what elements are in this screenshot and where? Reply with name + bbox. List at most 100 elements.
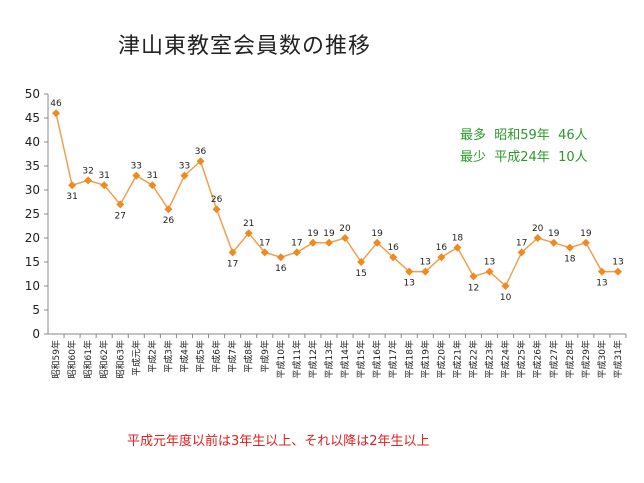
x-tick-label: 平成15年 [355, 340, 367, 378]
data-label: 13 [612, 258, 623, 268]
data-point [292, 248, 301, 257]
x-tick-label: 平成24年 [500, 340, 512, 378]
data-point [228, 248, 237, 257]
x-tick-label: 平成18年 [403, 340, 415, 378]
data-points [52, 109, 622, 290]
x-tick-label: 昭和61年 [82, 340, 94, 378]
data-label: 21 [243, 219, 254, 229]
y-tick-label: 10 [25, 279, 40, 293]
data-label: 10 [500, 293, 512, 303]
data-point [453, 243, 462, 252]
data-point [485, 267, 494, 276]
x-tick-label: 平成10年 [275, 340, 287, 378]
data-label: 19 [323, 229, 335, 239]
data-label: 16 [275, 264, 287, 274]
data-label: 19 [548, 229, 560, 239]
data-label: 20 [532, 224, 544, 234]
data-point [357, 258, 366, 266]
series-polyline [55, 113, 618, 288]
y-tick-label: 0 [32, 327, 40, 341]
data-point [196, 157, 205, 166]
data-label: 13 [420, 258, 431, 268]
y-tick-label: 30 [25, 183, 40, 197]
data-label: 19 [371, 229, 383, 239]
data-label: 26 [211, 195, 223, 205]
data-label: 19 [307, 229, 319, 239]
data-label: 13 [404, 279, 415, 289]
chart-title: 津山東教室会員数の推移 [118, 34, 372, 59]
data-point [148, 181, 157, 190]
x-tick-label: 平成2年 [146, 340, 158, 373]
x-tick-label: 平成29年 [580, 340, 592, 378]
x-tick-label: 平成31年 [612, 340, 624, 378]
y-tick-label: 40 [25, 135, 40, 149]
data-label: 31 [98, 171, 109, 181]
data-point [549, 238, 558, 247]
y-tick-label: 5 [32, 303, 40, 317]
data-point [308, 238, 317, 247]
x-tick-label: 平成6年 [211, 340, 223, 373]
x-tick-label: 平成30年 [596, 340, 608, 378]
data-point [116, 200, 125, 209]
x-tick-label: 平成9年 [259, 340, 271, 373]
data-label: 13 [596, 279, 607, 289]
data-point [52, 109, 61, 118]
data-label: 17 [291, 238, 302, 248]
footnote: 平成元年度以前は3年生以上、それ以降は2年生以上 [127, 434, 430, 449]
data-label: 18 [452, 234, 464, 244]
data-point [132, 171, 141, 180]
x-tick-label: 平成20年 [435, 340, 447, 378]
data-label: 33 [179, 162, 190, 172]
data-label: 13 [484, 258, 495, 268]
data-label: 12 [468, 283, 479, 293]
data-label: 46 [50, 99, 62, 109]
x-tick-label: 平成26年 [532, 340, 544, 378]
data-label: 27 [115, 211, 126, 221]
x-tick-label: 平成23年 [484, 340, 496, 378]
data-label: 36 [195, 147, 207, 157]
data-point [469, 272, 478, 281]
data-point [180, 171, 189, 180]
data-label: 32 [82, 166, 93, 176]
axes [44, 93, 627, 338]
data-point [389, 253, 398, 262]
data-point [84, 176, 93, 185]
data-label: 17 [259, 238, 270, 248]
y-tick-label: 45 [25, 111, 40, 125]
x-tick-label: 平成25年 [516, 340, 528, 378]
data-label: 16 [387, 243, 399, 253]
data-point [68, 181, 77, 190]
data-label: 33 [131, 162, 142, 172]
data-point [581, 238, 590, 247]
data-label: 20 [339, 224, 351, 234]
data-label: 26 [163, 216, 175, 226]
data-point [373, 238, 382, 247]
y-tick-labels: 0 5 10 15 20 25 30 35 40 45 50 [25, 87, 40, 341]
x-tick-label: 平成28年 [564, 340, 576, 378]
y-tick-label: 35 [25, 159, 40, 173]
x-tick-label: 昭和63年 [114, 340, 126, 378]
data-point [437, 253, 446, 262]
x-tick-label: 平成8年 [243, 340, 255, 373]
x-tick-label: 昭和59年 [50, 340, 62, 378]
x-tick-label: 平成16年 [371, 340, 383, 378]
data-point [501, 282, 510, 290]
y-tick-label: 20 [25, 231, 40, 245]
data-point [212, 205, 221, 214]
data-label: 17 [516, 238, 527, 248]
data-point [597, 267, 606, 276]
data-point [533, 234, 542, 242]
data-labels: 46 31 32 31 27 33 31 26 33 36 26 17 21 17 16 17 19 19 20 15… [50, 99, 623, 303]
y-tick-label: 50 [25, 87, 40, 101]
data-point [260, 248, 269, 257]
data-point [517, 248, 526, 257]
data-point [324, 238, 333, 247]
data-label: 31 [66, 192, 77, 202]
y-tick-label: 15 [25, 255, 40, 269]
x-tick-label: 平成13年 [323, 340, 335, 378]
x-tick-label: 平成3年 [162, 340, 174, 373]
x-tick-label: 平成5年 [195, 340, 207, 373]
data-label: 31 [147, 171, 158, 181]
x-tick-label: 平成21年 [451, 340, 463, 378]
series-line [55, 113, 618, 288]
